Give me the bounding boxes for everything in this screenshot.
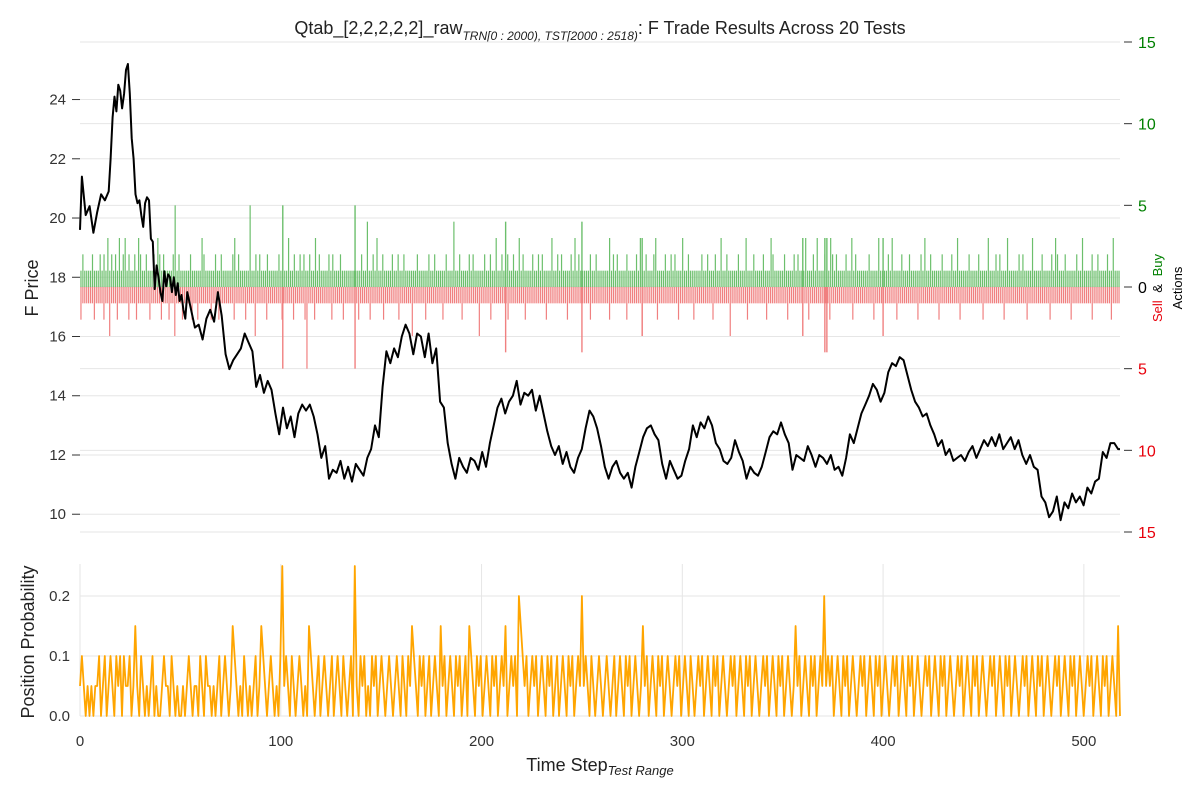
price-tick-label: 10 <box>49 506 66 523</box>
actions-y-axis-label-line2: Actions <box>1170 266 1185 309</box>
price-y-ticks: 10 12 14 16 18 20 22 24 <box>49 92 80 523</box>
actions-y-ticks: 15 10 5 0 5 10 15 <box>1124 35 1156 542</box>
price-tick-label: 18 <box>49 269 66 286</box>
time-step-tick-label: 100 <box>268 733 293 750</box>
svg-text:Sell & Buy: Sell & Buy <box>1150 253 1165 322</box>
probability-tick-label: 0.2 <box>49 588 70 605</box>
time-step-tick-label: 0 <box>76 733 84 750</box>
actions-tick-label: 10 <box>1138 117 1156 134</box>
actions-label-sell: Sell <box>1150 300 1165 322</box>
price-tick-label: 16 <box>49 329 66 346</box>
time-step-tick-label: 500 <box>1071 733 1096 750</box>
probability-y-ticks: 0.0 0.1 0.2 <box>49 588 70 725</box>
actions-label-amp: & <box>1150 284 1165 293</box>
chart-title-suffix: : F Trade Results Across 20 Tests <box>638 18 906 38</box>
actions-tick-label: 5 <box>1138 362 1147 379</box>
probability-line-group <box>79 565 1121 717</box>
price-line <box>79 63 1120 522</box>
actions-tick-label: 15 <box>1138 35 1156 52</box>
chart-title: Qtab_[2,2,2,2,2]_rawTRN[0 : 2000), TST[2… <box>294 18 905 43</box>
price-tick-label: 12 <box>49 447 66 464</box>
time-step-x-ticks: 0 100 200 300 400 500 <box>76 733 1097 750</box>
probability-line <box>79 565 1121 717</box>
price-tick-label: 22 <box>49 151 66 168</box>
price-tick-label: 20 <box>49 210 66 227</box>
chart-title-sub: TRN[0 : 2000), TST[2000 : 2518) <box>462 29 637 43</box>
x-axis-label-sub: Test Range <box>608 763 674 778</box>
time-step-tick-label: 400 <box>871 733 896 750</box>
time-step-tick-label: 300 <box>670 733 695 750</box>
price-tick-label: 14 <box>49 388 66 405</box>
probability-y-axis-label: Position Probability <box>18 565 38 718</box>
probability-tick-label: 0.1 <box>49 648 70 665</box>
time-step-tick-label: 200 <box>469 733 494 750</box>
actions-y-axis-label: Sell & Buy <box>1150 253 1165 322</box>
price-y-axis-label: F Price <box>22 259 42 316</box>
probability-grid <box>79 564 1120 717</box>
chart-title-main: Qtab_[2,2,2,2,2]_raw <box>294 18 463 39</box>
price-tick-label: 24 <box>49 92 66 109</box>
x-axis-label: Time StepTest Range <box>526 755 673 778</box>
actions-tick-label: 5 <box>1138 198 1147 215</box>
actions-bars <box>80 205 1120 369</box>
x-axis-label-main: Time Step <box>526 755 607 775</box>
actions-tick-label: 0 <box>1138 280 1147 297</box>
price-line-group <box>79 63 1120 522</box>
actions-label-buy: Buy <box>1150 253 1165 276</box>
probability-tick-label: 0.0 <box>49 708 70 725</box>
actions-tick-label: 15 <box>1138 525 1156 542</box>
actions-tick-label: 10 <box>1138 443 1156 460</box>
